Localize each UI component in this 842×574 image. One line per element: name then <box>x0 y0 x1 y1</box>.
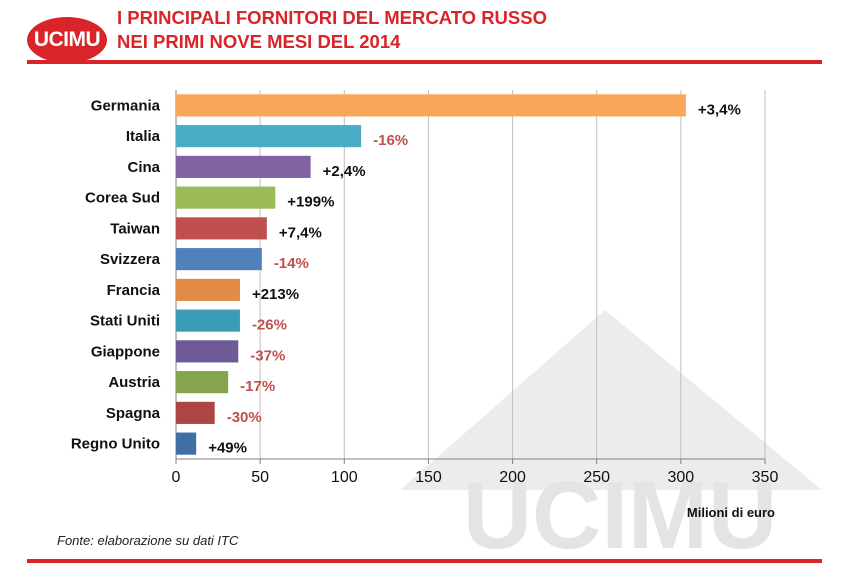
category-label: Taiwan <box>110 220 160 237</box>
x-tick-label: 300 <box>668 469 695 486</box>
x-tick-label: 150 <box>415 469 442 486</box>
bar <box>176 248 262 271</box>
bar <box>176 278 240 301</box>
data-label: -17% <box>240 378 275 395</box>
source-note: Fonte: elaborazione su dati ITC <box>57 533 239 548</box>
title-line-2: NEI PRIMI NOVE MESI DEL 2014 <box>117 31 401 52</box>
data-label: -37% <box>250 347 285 364</box>
bar <box>176 309 240 332</box>
bar <box>176 401 215 424</box>
page-title: I PRINCIPALI FORNITORI DEL MERCATO RUSSO… <box>117 6 547 54</box>
x-tick-label: 350 <box>752 469 779 486</box>
category-label: Regno Unito <box>71 436 160 453</box>
bar <box>176 125 362 148</box>
x-tick-label: 250 <box>583 469 610 486</box>
bottom-divider <box>27 559 822 563</box>
bar <box>176 155 311 178</box>
bar <box>176 371 229 394</box>
x-tick-label: 200 <box>499 469 526 486</box>
category-label: Germania <box>91 97 161 114</box>
title-line-1: I PRINCIPALI FORNITORI DEL MERCATO RUSSO <box>117 7 547 28</box>
data-label: -16% <box>373 132 408 149</box>
data-label: +213% <box>252 286 299 303</box>
x-tick-label: 0 <box>172 469 181 486</box>
x-axis-title: Milioni di euro <box>687 505 775 520</box>
bar <box>176 432 197 455</box>
data-label: -26% <box>252 317 287 334</box>
category-label: Giappone <box>91 343 160 360</box>
category-label: Italia <box>126 128 161 145</box>
data-label: +2,4% <box>323 163 366 180</box>
category-label: Svizzera <box>100 251 161 268</box>
data-label: +3,4% <box>698 101 741 118</box>
category-label: Austria <box>108 374 160 391</box>
top-divider <box>27 60 822 64</box>
category-label: Stati Uniti <box>90 313 160 330</box>
category-label: Francia <box>107 282 161 299</box>
category-label: Corea Sud <box>85 190 160 207</box>
x-tick-label: 50 <box>251 469 269 486</box>
data-label: -14% <box>274 255 309 272</box>
data-label: +49% <box>208 440 247 457</box>
bar <box>176 217 267 240</box>
data-label: +199% <box>287 194 334 211</box>
data-label: +7,4% <box>279 224 322 241</box>
category-label: Cina <box>127 159 160 176</box>
bar <box>176 186 276 209</box>
ucimu-logo: UCIMU <box>27 17 107 63</box>
data-label: -30% <box>227 409 262 426</box>
bar <box>176 94 686 117</box>
bar <box>176 340 239 363</box>
category-label: Spagna <box>106 405 161 422</box>
x-tick-label: 100 <box>331 469 358 486</box>
